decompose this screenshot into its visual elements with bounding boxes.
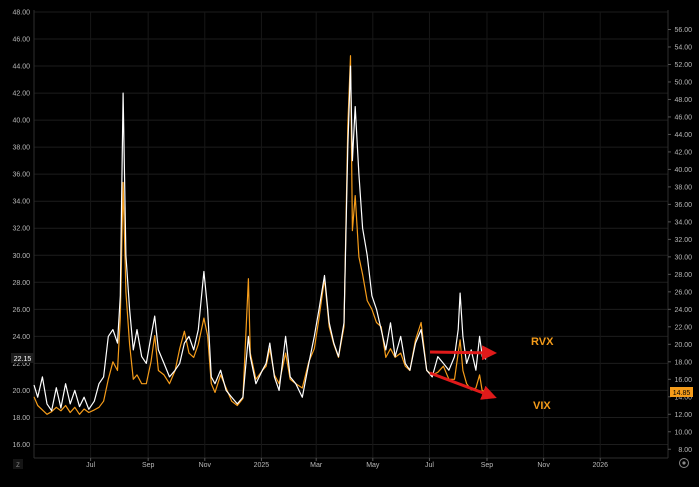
series-lines xyxy=(33,55,487,415)
rvx-last-value-badge: 22.15 xyxy=(11,353,34,363)
left-tick-label: 28.00 xyxy=(12,280,30,287)
x-tick-label: Jul xyxy=(86,462,95,469)
right-tick-label: 18.00 xyxy=(674,359,692,366)
x-tick-label: Nov xyxy=(199,462,212,469)
right-tick-label: 14.00 xyxy=(674,394,692,401)
right-tick-label: 26.00 xyxy=(674,289,692,296)
right-tick-label: 32.00 xyxy=(674,237,692,244)
left-tick-label: 16.00 xyxy=(12,442,30,449)
left-tick-label: 32.00 xyxy=(12,226,30,233)
vix-trend-arrow xyxy=(429,371,497,400)
settings-gear-icon[interactable] xyxy=(679,458,689,468)
x-tick-label: Sep xyxy=(481,462,494,469)
left-axis-ticks: 16.00 18.00 20.00 22.00 24.00 26.00 28.00 30.00… xyxy=(12,10,30,449)
rvx-last-value: 22.15 xyxy=(14,356,32,363)
left-tick-label: 44.00 xyxy=(12,64,30,71)
right-tick-label: 46.00 xyxy=(674,114,692,121)
left-tick-label: 24.00 xyxy=(12,334,30,341)
right-tick-label: 56.00 xyxy=(674,27,692,34)
right-tick-label: 38.00 xyxy=(674,184,692,191)
right-tick-label: 16.00 xyxy=(674,377,692,384)
right-tick-label: 30.00 xyxy=(674,254,692,261)
left-tick-label: 48.00 xyxy=(12,10,30,17)
left-tick-label: 30.00 xyxy=(12,253,30,260)
left-tick-label: 34.00 xyxy=(12,199,30,206)
rvx-annotation-label: RVX xyxy=(531,336,554,348)
right-tick-label: 42.00 xyxy=(674,149,692,156)
left-tick-label: 22.00 xyxy=(12,361,30,368)
x-tick-label: 2025 xyxy=(254,462,270,469)
right-tick-label: 22.00 xyxy=(674,324,692,331)
x-axis-ticks: Jul Sep Nov 2025 Mar May Jul Sep Nov 2026 xyxy=(86,458,608,469)
left-tick-label: 38.00 xyxy=(12,145,30,152)
x-tick-label: Sep xyxy=(142,462,155,469)
left-tick-label: 42.00 xyxy=(12,91,30,98)
rvx-series-line xyxy=(33,65,487,412)
x-tick-label: 2026 xyxy=(592,462,608,469)
vix-last-value: 14.85 xyxy=(673,390,691,397)
right-tick-label: 10.00 xyxy=(674,429,692,436)
right-tick-label: 54.00 xyxy=(674,44,692,51)
left-tick-label: 40.00 xyxy=(12,118,30,125)
right-tick-label: 50.00 xyxy=(674,79,692,86)
vix-annotation-label: VIX xyxy=(533,400,551,412)
right-tick-label: 36.00 xyxy=(674,202,692,209)
right-tick-label: 34.00 xyxy=(674,219,692,226)
right-tick-label: 48.00 xyxy=(674,97,692,104)
left-tick-label: 20.00 xyxy=(12,388,30,395)
x-tick-label: May xyxy=(366,462,380,469)
left-tick-label: 36.00 xyxy=(12,172,30,179)
right-tick-label: 28.00 xyxy=(674,272,692,279)
vix-last-value-badge: 14.85 xyxy=(670,387,693,397)
right-tick-label: 52.00 xyxy=(674,62,692,69)
right-tick-label: 8.00 xyxy=(678,447,692,454)
right-axis-ticks: 8.00 10.00 12.00 14.00 16.00 18.00 20.00 22.00 2… xyxy=(668,27,692,454)
right-tick-label: 44.00 xyxy=(674,132,692,139)
left-tick-label: 26.00 xyxy=(12,307,30,314)
x-tick-label: Jul xyxy=(425,462,434,469)
timezone-button[interactable]: Z xyxy=(13,459,23,469)
rvx-trend-arrow xyxy=(429,345,497,361)
left-tick-label: 46.00 xyxy=(12,37,30,44)
right-tick-label: 24.00 xyxy=(674,307,692,314)
right-tick-label: 40.00 xyxy=(674,167,692,174)
x-tick-label: Nov xyxy=(537,462,550,469)
right-tick-label: 20.00 xyxy=(674,342,692,349)
x-tick-label: Mar xyxy=(310,462,323,469)
right-tick-label: 12.00 xyxy=(674,412,692,419)
left-tick-label: 18.00 xyxy=(12,415,30,422)
timezone-label: Z xyxy=(16,463,20,469)
